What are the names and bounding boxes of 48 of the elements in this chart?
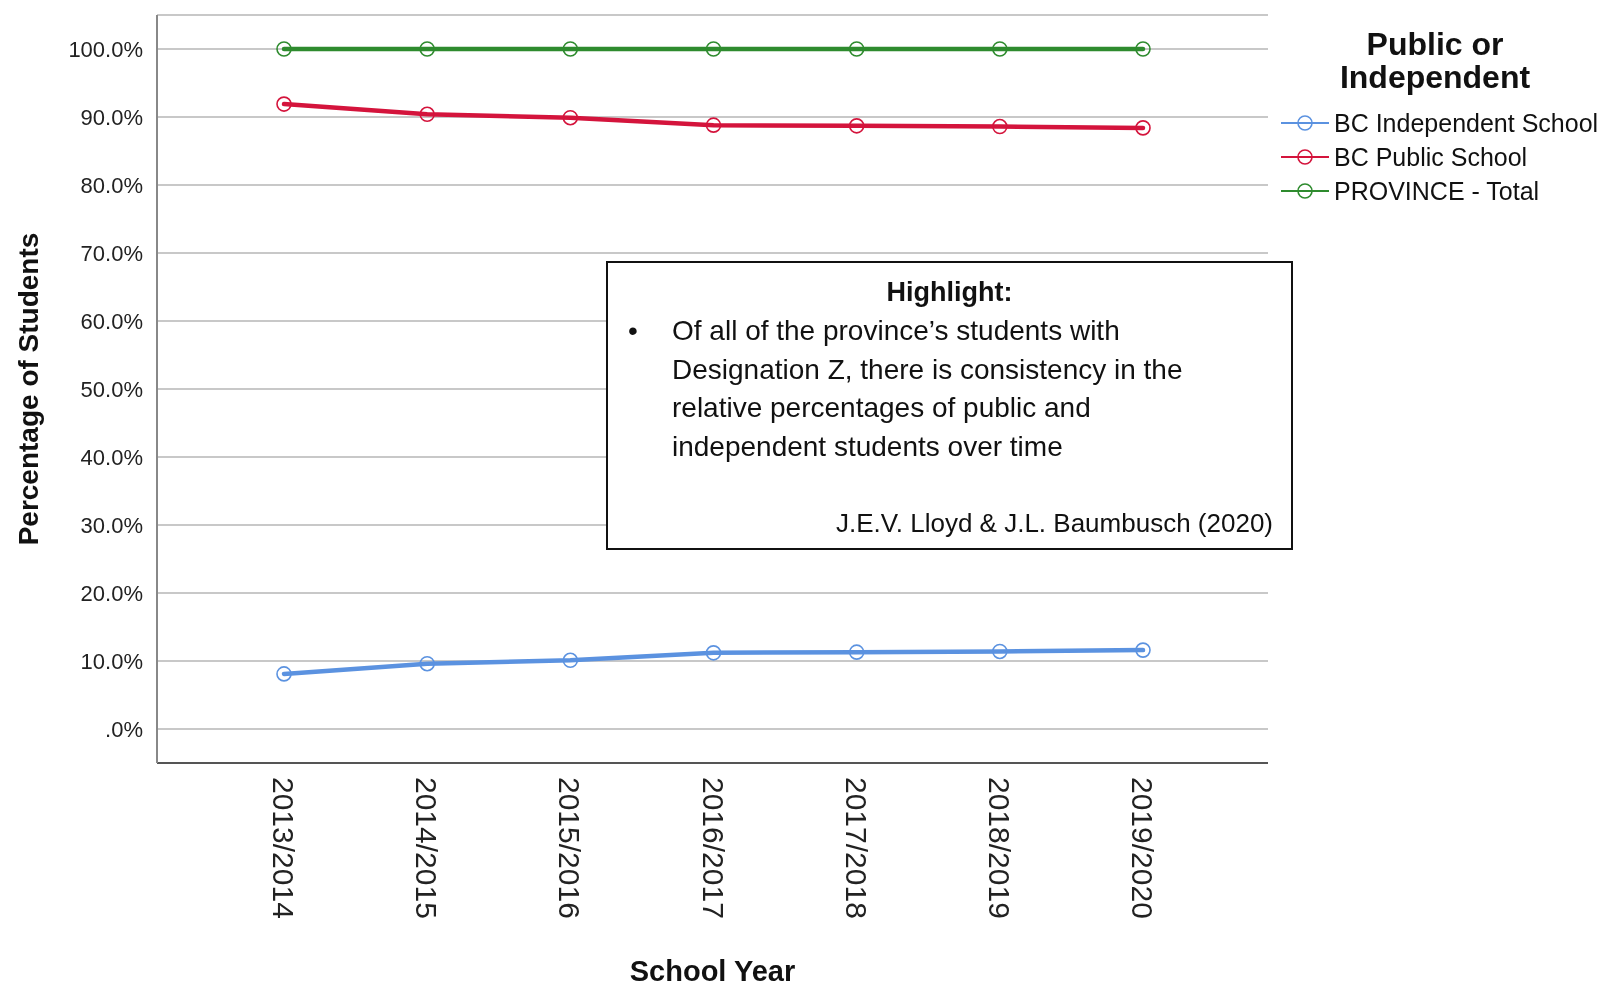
y-tick-label: 20.0%: [80, 580, 143, 606]
point: [1135, 41, 1151, 57]
point: [276, 96, 292, 112]
x-axis-title: School Year: [629, 955, 796, 987]
y-axis-title: Percentage of Students: [12, 232, 44, 546]
point: [419, 41, 435, 57]
y-tick-label: 30.0%: [80, 512, 143, 538]
y-tick-label: 60.0%: [80, 308, 143, 334]
point: [1135, 120, 1151, 136]
x-tick-label: 2017/2018: [840, 777, 874, 919]
y-tick-label: 70.0%: [80, 240, 143, 266]
point: [705, 117, 722, 133]
annotation: J.E.V. Lloyd & J.L. Baumbusch (2020): [836, 507, 1273, 540]
x-tick-label: 2015/2016: [553, 777, 587, 919]
point: [992, 118, 1008, 135]
y-tick-label: 10.0%: [80, 648, 143, 674]
point: [705, 645, 722, 661]
y-tick-label: 50.0%: [80, 376, 143, 402]
point: [562, 41, 579, 57]
y-tick-label: .0%: [105, 716, 143, 742]
point: [276, 666, 292, 682]
text: • Of all of the province’s students with Designation Z, there is consistency in the relative percentages of public and independent students over time: [628, 315, 1183, 462]
point: [562, 652, 579, 669]
x-tick-label: 2013/2014: [267, 777, 301, 919]
y-tick-label: 100.0%: [68, 36, 143, 62]
y-tick-label: 40.0%: [80, 444, 143, 470]
point: [276, 41, 292, 57]
legend-title: Public or Independent: [1338, 26, 1532, 95]
point: [419, 106, 435, 123]
point: [705, 41, 722, 57]
legend-label: BC Independent School: [1334, 108, 1599, 138]
legend-label: BC Public School: [1334, 142, 1528, 172]
point: [992, 41, 1008, 57]
y-tick-label: 80.0%: [80, 172, 143, 198]
annotation: Highlight:: [885, 276, 1014, 309]
legend-label: PROVINCE - Total: [1334, 176, 1540, 206]
point: [848, 41, 865, 57]
point: [992, 643, 1008, 660]
point: [562, 109, 579, 126]
y-tick-label: 90.0%: [80, 104, 143, 130]
x-tick-label: 2014/2015: [410, 777, 444, 919]
point: [1135, 642, 1151, 658]
x-tick-label: 2016/2017: [697, 777, 730, 919]
point: [419, 655, 435, 672]
point: [848, 644, 865, 660]
x-tick-label: 2019/2020: [1126, 777, 1160, 919]
x-tick-label: 2018/2019: [983, 777, 1017, 919]
point: [848, 118, 865, 134]
